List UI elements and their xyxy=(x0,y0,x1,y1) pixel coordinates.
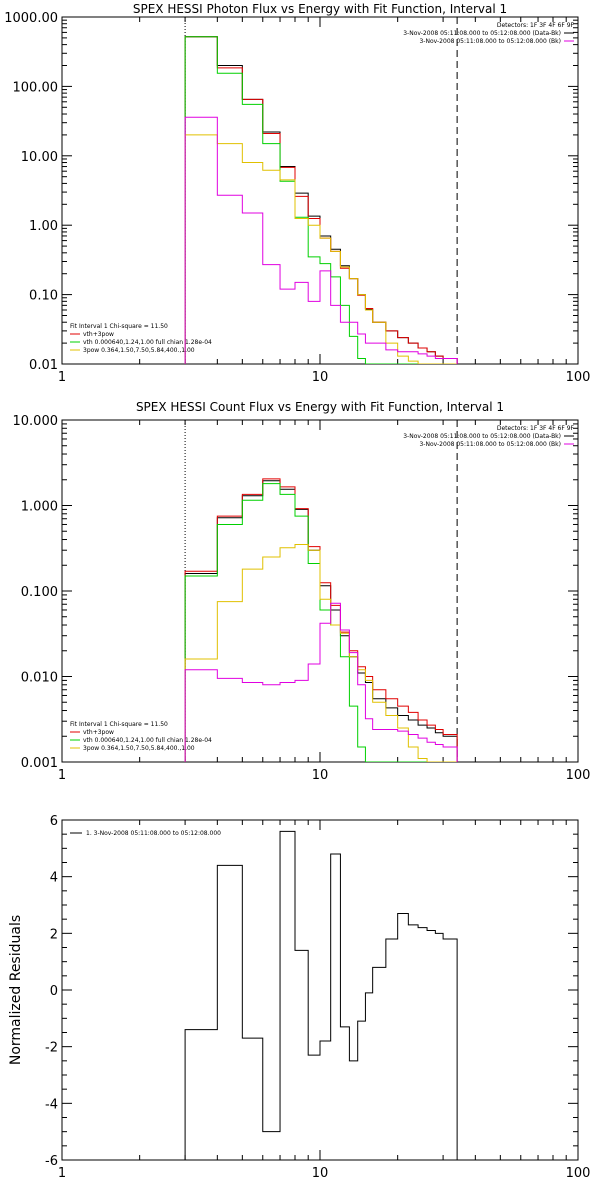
series-line-4 xyxy=(184,134,458,364)
y-tick-label: 0.01 xyxy=(29,358,58,373)
legend-entry: 3pow 0.364,1.50,7.50,5.84,400.,1.00 xyxy=(83,745,195,752)
y-tick-label: 1.000 xyxy=(21,500,58,515)
legend-entry: vth 0.000640,1.24,1.00 full chian 1.28e-… xyxy=(83,737,212,744)
legend-detectors: Detectors: 1F 3F 4F 6F 9F xyxy=(497,22,575,29)
series-line-4 xyxy=(184,543,458,762)
series-line-1 xyxy=(184,36,458,364)
y-tick-label: 4 xyxy=(50,871,58,886)
series-line-2 xyxy=(184,36,458,364)
chart-panel-1: SPEX HESSI Photon Flux vs Energy with Fi… xyxy=(4,2,590,385)
legend-entry: vth 0.000640,1.24,1.00 full chian 1.28e-… xyxy=(83,339,212,346)
y-tick-label: 0.010 xyxy=(21,671,58,686)
x-tick-label: 10 xyxy=(312,370,329,385)
y-tick-label: 0 xyxy=(50,984,58,999)
y-tick-label: -4 xyxy=(45,1097,58,1112)
legend-entry: vth+3pow xyxy=(83,331,114,338)
legend-entry: 3-Nov-2008 05:11:08.000 to 05:12:08.000 … xyxy=(403,30,561,37)
series-line-3 xyxy=(184,36,458,364)
x-tick-label: 1 xyxy=(58,1166,66,1181)
series-line-5 xyxy=(184,116,458,364)
plot-frame xyxy=(61,819,579,1161)
series-line-2 xyxy=(184,478,458,762)
chart-panel-2: SPEX HESSI Count Flux vs Energy with Fit… xyxy=(13,400,591,783)
legend-fit-header: Fit Interval 1 Chi-square = 11.50 xyxy=(70,721,168,728)
y-tick-label: 10.00 xyxy=(21,150,58,165)
plot-frame xyxy=(61,16,579,365)
y-tick-label: 100.00 xyxy=(13,80,59,95)
legend-entry: vth+3pow xyxy=(83,729,114,736)
chart-title: SPEX HESSI Photon Flux vs Energy with Fi… xyxy=(133,2,507,16)
series-line-1 xyxy=(184,830,458,1160)
y-tick-label: 0.001 xyxy=(21,756,58,771)
y-tick-label: 6 xyxy=(50,814,58,829)
y-tick-label: 0.100 xyxy=(21,585,58,600)
y-tick-label: 2 xyxy=(50,927,58,942)
y-tick-label: 1.00 xyxy=(29,219,58,234)
x-tick-label: 100 xyxy=(566,768,591,783)
legend-entry: 3-Nov-2008 05:11:08.000 to 05:12:08.000 … xyxy=(419,441,561,448)
y-tick-label: 1000.00 xyxy=(4,11,58,26)
legend-detectors: Detectors: 1F 3F 4F 6F 9F xyxy=(497,425,575,432)
x-tick-label: 10 xyxy=(312,768,329,783)
legend-entry: 1. 3-Nov-2008 05:11:08.000 to 05:12:08.0… xyxy=(86,830,221,837)
legend-fit-header: Fit Interval 1 Chi-square = 11.50 xyxy=(70,323,168,330)
chart-panel-3: Normalized Residuals 1 10 100 -6 -4 -2 0 2 4 6 1. 3… xyxy=(8,814,590,1181)
x-tick-label: 1 xyxy=(58,768,66,783)
y-tick-label: -6 xyxy=(45,1154,58,1169)
y-axis-label: Normalized Residuals xyxy=(8,915,24,1065)
y-tick-label: 0.10 xyxy=(29,289,58,304)
x-tick-label: 1 xyxy=(58,370,66,385)
x-tick-label: 10 xyxy=(312,1166,329,1181)
y-tick-label: 10.000 xyxy=(13,414,59,429)
legend-entry: 3pow 0.364,1.50,7.50,5.84,400.,1.00 xyxy=(83,347,195,354)
legend-entry: 3-Nov-2008 05:11:08.000 to 05:12:08.000 … xyxy=(403,433,561,440)
legend-entry: 3-Nov-2008 05:11:08.000 to 05:12:08.000 … xyxy=(419,38,561,45)
chart-title: SPEX HESSI Count Flux vs Energy with Fit… xyxy=(136,400,504,414)
series-line-1 xyxy=(184,480,458,762)
x-tick-label: 100 xyxy=(566,1166,591,1181)
series-line-5 xyxy=(184,602,458,762)
x-tick-label: 100 xyxy=(566,370,591,385)
y-tick-label: -2 xyxy=(45,1041,58,1056)
